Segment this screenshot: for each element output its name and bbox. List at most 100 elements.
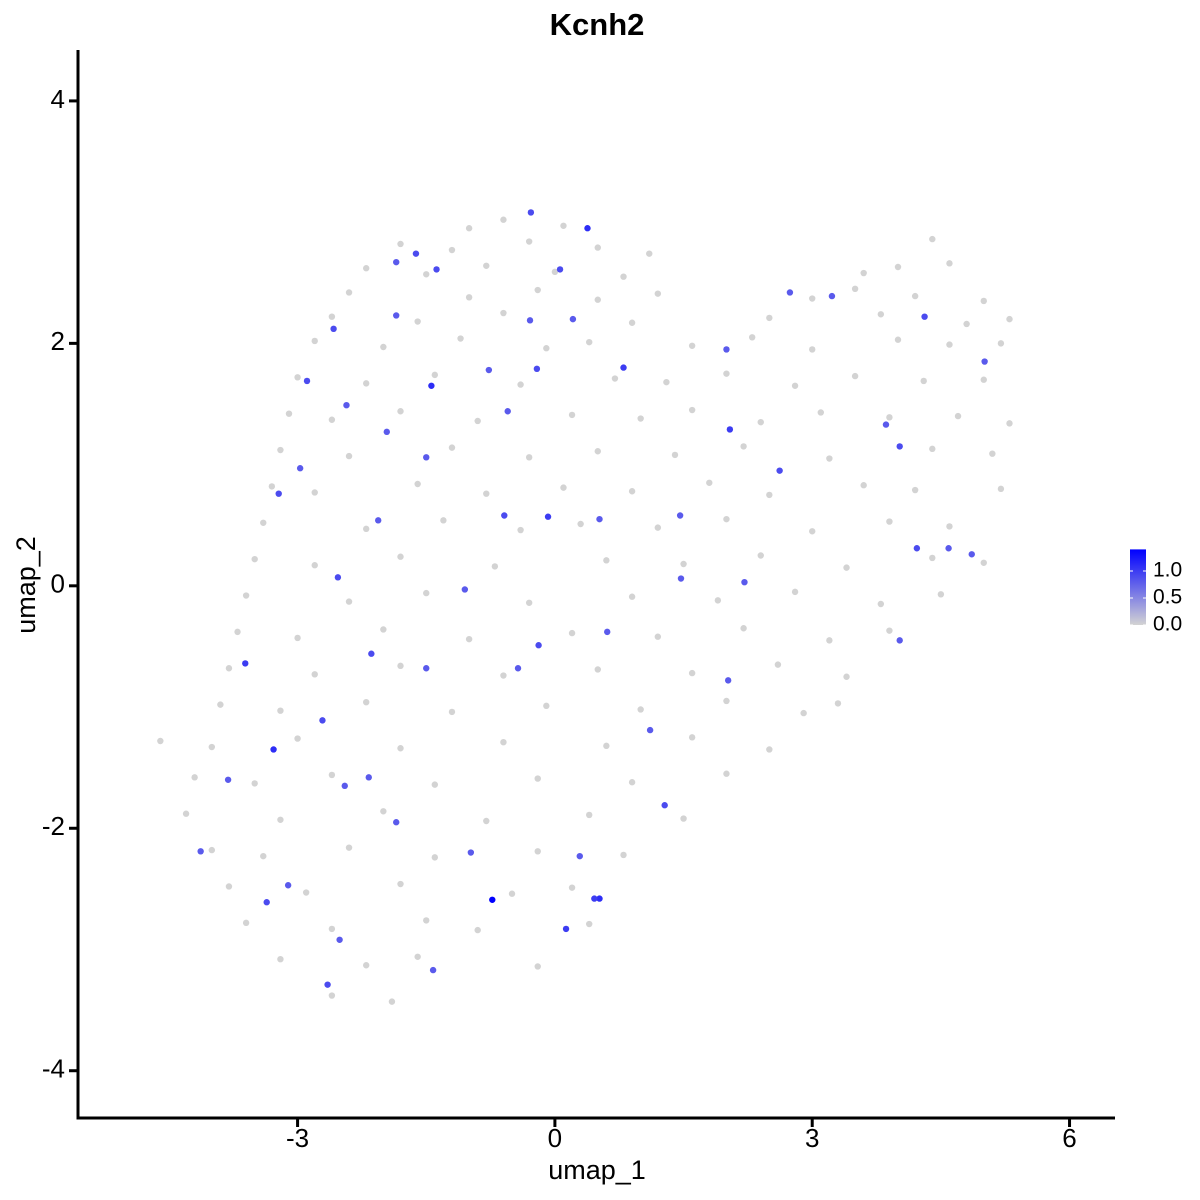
point	[556, 266, 564, 273]
point	[981, 358, 988, 365]
point	[514, 665, 522, 672]
point	[791, 382, 799, 389]
point	[277, 446, 284, 454]
point	[646, 250, 653, 257]
point	[980, 376, 987, 383]
x-tick-label: 3	[805, 1123, 819, 1153]
point	[766, 746, 773, 753]
point	[277, 707, 284, 714]
point	[285, 410, 293, 417]
point	[483, 490, 490, 497]
point	[375, 517, 382, 524]
point	[620, 273, 627, 280]
point	[945, 545, 952, 552]
point	[508, 890, 516, 897]
point	[319, 717, 326, 724]
point	[397, 240, 404, 248]
point	[921, 313, 928, 320]
colorbar-label: 1.0	[1153, 559, 1182, 582]
point	[896, 443, 903, 450]
point	[242, 660, 249, 667]
point	[809, 346, 816, 353]
point	[680, 815, 687, 822]
point	[726, 426, 734, 433]
point	[688, 669, 696, 677]
point	[577, 520, 584, 528]
point	[263, 899, 270, 906]
point	[828, 292, 836, 300]
point	[663, 378, 670, 386]
point	[191, 774, 198, 781]
point	[388, 998, 396, 1005]
point	[997, 485, 1005, 493]
point	[741, 578, 748, 586]
point	[345, 289, 353, 296]
point	[586, 920, 593, 928]
point	[963, 320, 970, 328]
point	[294, 634, 301, 642]
point	[383, 428, 390, 436]
point	[723, 770, 730, 777]
point	[894, 263, 902, 271]
point	[260, 852, 267, 860]
point	[362, 525, 370, 533]
point	[362, 698, 370, 706]
point	[368, 650, 375, 657]
point	[877, 311, 885, 318]
point	[277, 816, 284, 823]
point	[311, 671, 318, 678]
point	[543, 702, 550, 710]
point	[620, 851, 627, 859]
point	[423, 271, 430, 278]
point	[920, 377, 927, 385]
point	[1006, 420, 1013, 427]
point	[393, 258, 400, 266]
point	[328, 925, 336, 933]
point	[414, 318, 421, 325]
point	[251, 555, 258, 563]
point	[569, 315, 577, 323]
point	[182, 810, 190, 817]
point	[766, 314, 773, 322]
point	[525, 454, 533, 461]
y-tick-label: 2	[51, 326, 65, 356]
point	[654, 633, 662, 640]
point	[343, 401, 350, 409]
point	[740, 625, 747, 632]
point	[483, 262, 490, 269]
point	[330, 325, 337, 333]
point	[724, 677, 732, 684]
point	[302, 889, 310, 896]
point	[294, 735, 301, 742]
point	[809, 295, 816, 302]
point	[483, 817, 490, 825]
point	[654, 524, 662, 531]
point	[448, 246, 456, 254]
point	[224, 776, 232, 783]
point	[345, 844, 353, 851]
point	[560, 222, 567, 229]
point	[365, 774, 372, 781]
point	[748, 334, 756, 341]
point	[786, 289, 794, 296]
point	[431, 854, 439, 861]
point	[568, 411, 576, 419]
point	[362, 265, 370, 272]
point	[584, 225, 591, 232]
point	[688, 734, 696, 741]
point	[362, 962, 370, 969]
point	[586, 338, 593, 346]
point	[393, 312, 400, 319]
point	[946, 260, 953, 267]
point	[740, 443, 747, 450]
point	[620, 364, 627, 371]
point	[877, 600, 885, 608]
point	[208, 743, 216, 751]
y-tick-label: 4	[51, 84, 65, 114]
point	[345, 452, 353, 460]
point	[568, 884, 576, 891]
point	[500, 309, 507, 317]
point	[311, 489, 318, 496]
point	[913, 545, 921, 552]
point	[423, 454, 430, 461]
